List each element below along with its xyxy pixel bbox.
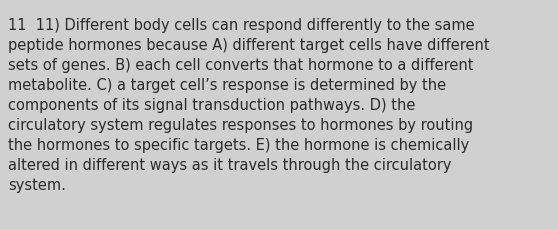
Text: 11  11) Different body cells can respond differently to the same
peptide hormone: 11 11) Different body cells can respond … [8,18,489,193]
